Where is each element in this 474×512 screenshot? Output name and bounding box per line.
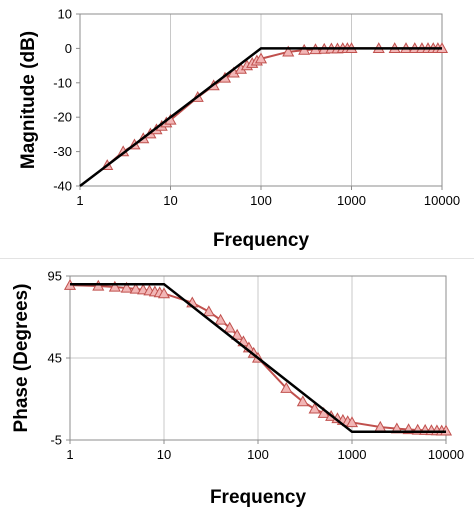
magnitude-data-point — [282, 45, 295, 57]
phase-data-point — [108, 280, 121, 292]
magnitude-asymptote-line — [79, 47, 442, 187]
magnitude-y-tick-label: 0 — [65, 41, 72, 56]
phase-data-point — [120, 281, 133, 293]
phase-data-point — [223, 321, 236, 333]
phase-data-point — [214, 313, 227, 325]
magnitude-x-tick-label: 10000 — [424, 193, 460, 208]
magnitude-x-axis-title: Frequency — [213, 230, 310, 251]
phase-x-tick-label: 10 — [157, 447, 171, 462]
phase-data-point — [92, 279, 105, 291]
magnitude-y-tick-label: -30 — [53, 144, 72, 159]
phase-y-tick-label: 45 — [48, 351, 62, 366]
phase-x-axis-title: Frequency — [210, 487, 307, 508]
magnitude-x-tick-label: 1 — [76, 193, 83, 208]
phase-x-tick-label: 1000 — [338, 447, 367, 462]
phase-data-point — [296, 395, 309, 407]
phase-y-axis-title: Phase (Degrees) — [11, 284, 32, 433]
phase-data-point — [231, 328, 244, 340]
magnitude-y-tick-label: -10 — [53, 75, 72, 90]
magnitude-y-axis-title: Magnitude (dB) — [18, 31, 39, 169]
phase-x-tick-label: 1 — [66, 447, 73, 462]
phase-data-point — [280, 381, 293, 393]
magnitude-x-tick-label: 10 — [163, 193, 177, 208]
magnitude-y-tick-label: -40 — [53, 179, 72, 194]
phase-asymptote-line — [70, 282, 446, 434]
magnitude-data-point — [254, 52, 268, 64]
phase-data-point — [308, 402, 321, 414]
phase-data-point — [157, 287, 171, 299]
phase-y-tick-label: 95 — [48, 269, 62, 284]
phase-y-tick-label: -5 — [50, 433, 62, 448]
phase-x-tick-label: 100 — [247, 447, 269, 462]
phase-x-tick-label: 10000 — [428, 447, 464, 462]
magnitude-y-tick-label: 10 — [58, 7, 72, 22]
phase-data-point — [345, 416, 359, 428]
magnitude-y-tick-label: -20 — [53, 110, 72, 125]
phase-data-point — [202, 305, 215, 317]
magnitude-x-tick-label: 1000 — [337, 193, 366, 208]
phase-data-point — [129, 282, 142, 294]
panel-separator — [0, 258, 474, 259]
magnitude-x-tick-label: 100 — [250, 193, 272, 208]
